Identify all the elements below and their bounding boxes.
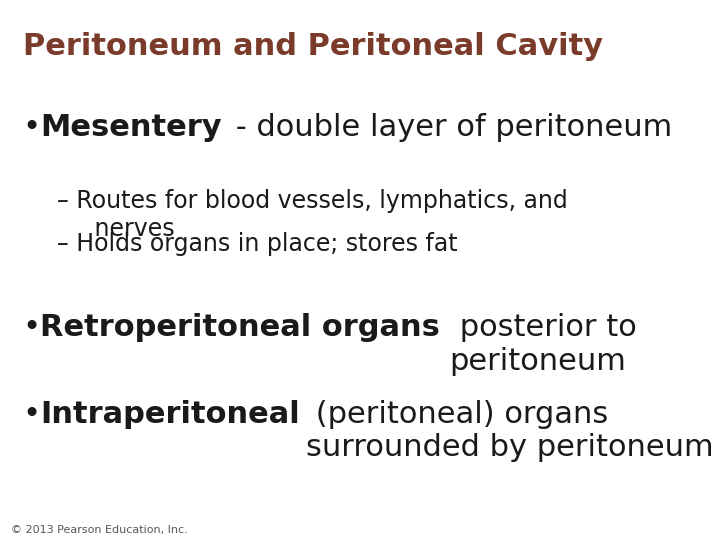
- Text: – Routes for blood vessels, lymphatics, and
     nerves: – Routes for blood vessels, lymphatics, …: [57, 189, 568, 241]
- Text: •: •: [23, 400, 41, 429]
- Text: •: •: [23, 313, 41, 342]
- Text: © 2013 Pearson Education, Inc.: © 2013 Pearson Education, Inc.: [12, 524, 188, 535]
- Text: •: •: [23, 113, 41, 143]
- Text: posterior to
peritoneum: posterior to peritoneum: [449, 313, 636, 376]
- Text: – Holds organs in place; stores fat: – Holds organs in place; stores fat: [57, 232, 458, 256]
- Text: Retroperitoneal organs: Retroperitoneal organs: [40, 313, 440, 342]
- Text: - double layer of peritoneum: - double layer of peritoneum: [226, 113, 672, 143]
- Text: Mesentery: Mesentery: [40, 113, 222, 143]
- Text: Intraperitoneal: Intraperitoneal: [40, 400, 300, 429]
- Text: Peritoneum and Peritoneal Cavity: Peritoneum and Peritoneal Cavity: [23, 32, 603, 62]
- Text: (peritoneal) organs
surrounded by peritoneum: (peritoneal) organs surrounded by perito…: [306, 400, 714, 462]
